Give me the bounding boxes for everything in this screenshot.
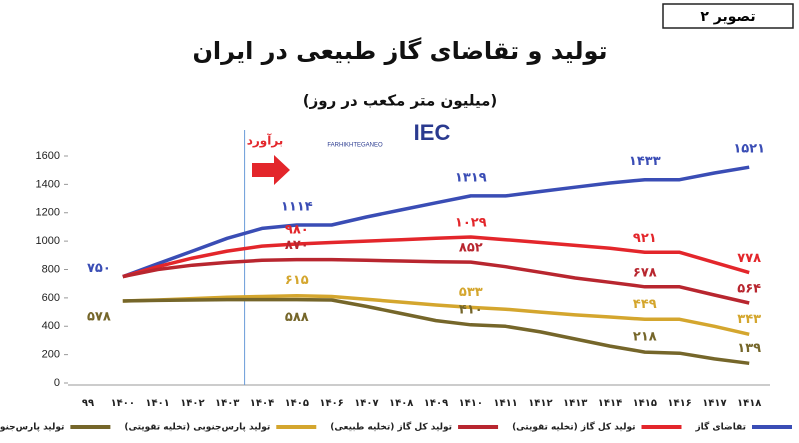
x-tick-label: ۱۴۱۸	[737, 398, 761, 409]
x-tick-label: ۱۴۰۷	[354, 398, 378, 409]
x-tick-label: ۱۴۱۴	[598, 398, 622, 409]
x-tick-label: ۱۴۱۰	[459, 398, 483, 409]
logo: IEC	[414, 120, 451, 145]
legend-label: تولید پارس‌جنوبی (تخلیه طبیعی)	[0, 423, 64, 433]
y-tick-label: 1600	[36, 150, 60, 162]
x-tick-label: ۱۴۰۵	[285, 398, 309, 409]
series-line	[122, 293, 750, 337]
x-tick-label: ۱۴۱۱	[493, 398, 517, 409]
value-label: ۳۴۳	[737, 312, 761, 327]
chart-subtitle: (میلیون متر مکعب در روز)	[303, 92, 498, 110]
value-label: ۵۸۸	[285, 310, 309, 325]
y-tick-label: 800	[42, 263, 60, 275]
y-tick-label: 1400	[36, 178, 60, 190]
series-line	[122, 257, 750, 305]
y-tick-label: 200	[42, 349, 60, 361]
annotation-arrow	[252, 155, 290, 185]
series-line	[122, 165, 750, 279]
value-label: ۹۸۰	[285, 222, 309, 237]
chart-title: تولید و تقاضای گاز طبیعی در ایران	[192, 37, 607, 65]
y-tick-label: 400	[42, 320, 60, 332]
value-label: ۴۴۹	[633, 297, 657, 312]
value-label: ۵۳۳	[459, 285, 483, 300]
value-label: ۱۴۳۳	[629, 154, 661, 169]
x-tick-label: ۱۴۱۳	[563, 398, 587, 409]
figure-label-box	[662, 3, 794, 29]
value-label: ۱۵۲۱	[733, 142, 765, 157]
value-label: ۵۷۸	[87, 309, 111, 324]
annotation: برآورد	[247, 133, 284, 149]
figure-label: تصویر ۲	[700, 9, 755, 25]
legend-label: تولید کل گاز (تخلیه تقویتی)	[512, 421, 635, 433]
value-label: ۲۱۸	[633, 330, 657, 345]
y-tick-label: 600	[42, 292, 60, 304]
x-tick-label: ۱۴۰۶	[319, 398, 343, 409]
y-tick-label: 1000	[36, 235, 60, 247]
legend-label: تولید پارس‌جنوبی (تخلیه تقویتی)	[124, 423, 270, 433]
value-label: ۷۷۸	[737, 251, 761, 266]
logo-site: FARHIKHTEGANEO	[327, 143, 383, 149]
x-tick-label: ۹۹	[82, 398, 94, 409]
value-label: ۱۳۱۹	[455, 170, 487, 185]
x-tick-label: ۱۴۰۸	[389, 398, 413, 409]
x-tick-label: ۱۴۰۲	[180, 398, 204, 409]
x-tick-label: ۱۴۰۰	[111, 398, 135, 409]
value-label: ۱۳۹	[737, 341, 761, 356]
x-tick-label: ۱۴۰۳	[215, 398, 239, 409]
value-label: ۶۷۸	[633, 265, 657, 280]
value-label: ۷۵۰	[87, 261, 111, 276]
x-tick-label: ۱۴۰۹	[424, 398, 448, 409]
x-tick-label: ۱۴۱۲	[528, 398, 552, 409]
series-line	[122, 235, 750, 279]
value-label: ۵۶۴	[737, 281, 761, 296]
value-label: ۴۱۰	[459, 302, 483, 317]
value-label: ۱۱۱۴	[281, 199, 313, 214]
y-tick-label: 1200	[36, 207, 60, 219]
x-tick-label: ۱۴۱۶	[667, 398, 691, 409]
x-tick-label: ۱۴۰۱	[145, 398, 169, 409]
value-label: ۹۲۱	[633, 231, 657, 246]
value-label: ۸۷۰	[285, 238, 309, 253]
value-label: ۸۵۲	[459, 241, 483, 256]
legend-label: تقاضای گاز	[695, 421, 747, 433]
legend-label: تولید کل گاز (تخلیه طبیعی)	[330, 421, 452, 433]
value-label: ۱۰۲۹	[455, 216, 487, 231]
x-tick-label: ۱۴۱۵	[633, 398, 657, 409]
series-line	[122, 297, 750, 366]
x-tick-label: ۱۴۰۴	[250, 398, 274, 409]
x-tick-label: ۱۴۱۷	[702, 398, 726, 409]
y-tick-label: 0	[54, 377, 60, 389]
value-label: ۶۱۵	[285, 273, 309, 288]
